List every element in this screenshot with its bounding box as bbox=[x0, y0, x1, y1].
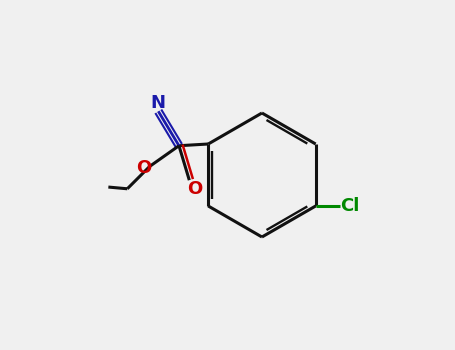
Text: O: O bbox=[136, 159, 151, 177]
Text: O: O bbox=[187, 180, 202, 198]
Text: Cl: Cl bbox=[340, 197, 360, 215]
Text: N: N bbox=[151, 94, 166, 112]
